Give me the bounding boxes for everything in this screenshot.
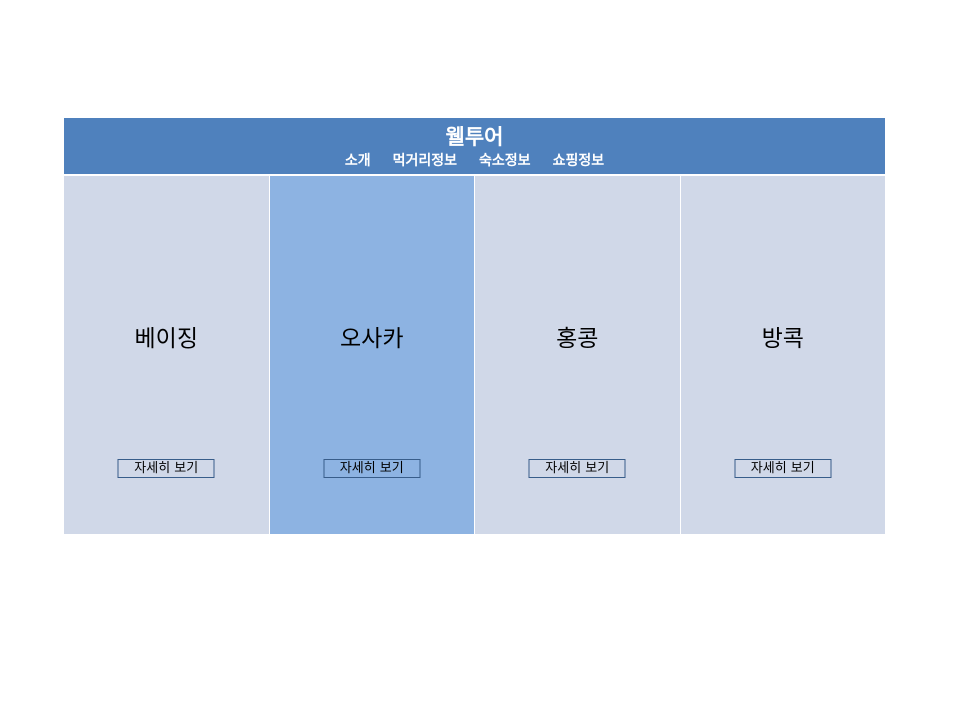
details-button[interactable]: 자세히 보기 — [323, 459, 421, 478]
card-bangkok[interactable]: 방콕 자세히 보기 — [680, 176, 885, 534]
details-button[interactable]: 자세히 보기 — [528, 459, 626, 478]
site-title: 웰투어 — [445, 125, 504, 149]
nav-item-lodging[interactable]: 숙소정보 — [479, 153, 531, 169]
site-header: 웰투어 소개 먹거리정보 숙소정보 쇼핑정보 — [64, 118, 885, 174]
card-title: 베이징 — [134, 326, 198, 352]
card-title: 방콕 — [761, 326, 804, 352]
card-title: 홍콩 — [556, 326, 599, 352]
nav-item-shopping[interactable]: 쇼핑정보 — [552, 153, 605, 169]
card-hongkong[interactable]: 홍콩 자세히 보기 — [475, 176, 680, 534]
card-title: 오사카 — [340, 326, 404, 352]
nav-item-food[interactable]: 먹거리정보 — [392, 153, 458, 169]
details-button[interactable]: 자세히 보기 — [117, 459, 215, 478]
tour-panel: 웰투어 소개 먹거리정보 숙소정보 쇼핑정보 베이징 자세히 보기 오사카 자세… — [64, 118, 885, 534]
main-nav: 소개 먹거리정보 숙소정보 쇼핑정보 — [64, 152, 885, 170]
details-button[interactable]: 자세히 보기 — [734, 459, 832, 478]
destination-cards: 베이징 자세히 보기 오사카 자세히 보기 홍콩 자세히 보기 방콕 자세히 보… — [64, 176, 885, 534]
card-osaka[interactable]: 오사카 자세히 보기 — [269, 176, 474, 534]
nav-item-intro[interactable]: 소개 — [344, 153, 371, 169]
card-beijing[interactable]: 베이징 자세히 보기 — [64, 176, 269, 534]
